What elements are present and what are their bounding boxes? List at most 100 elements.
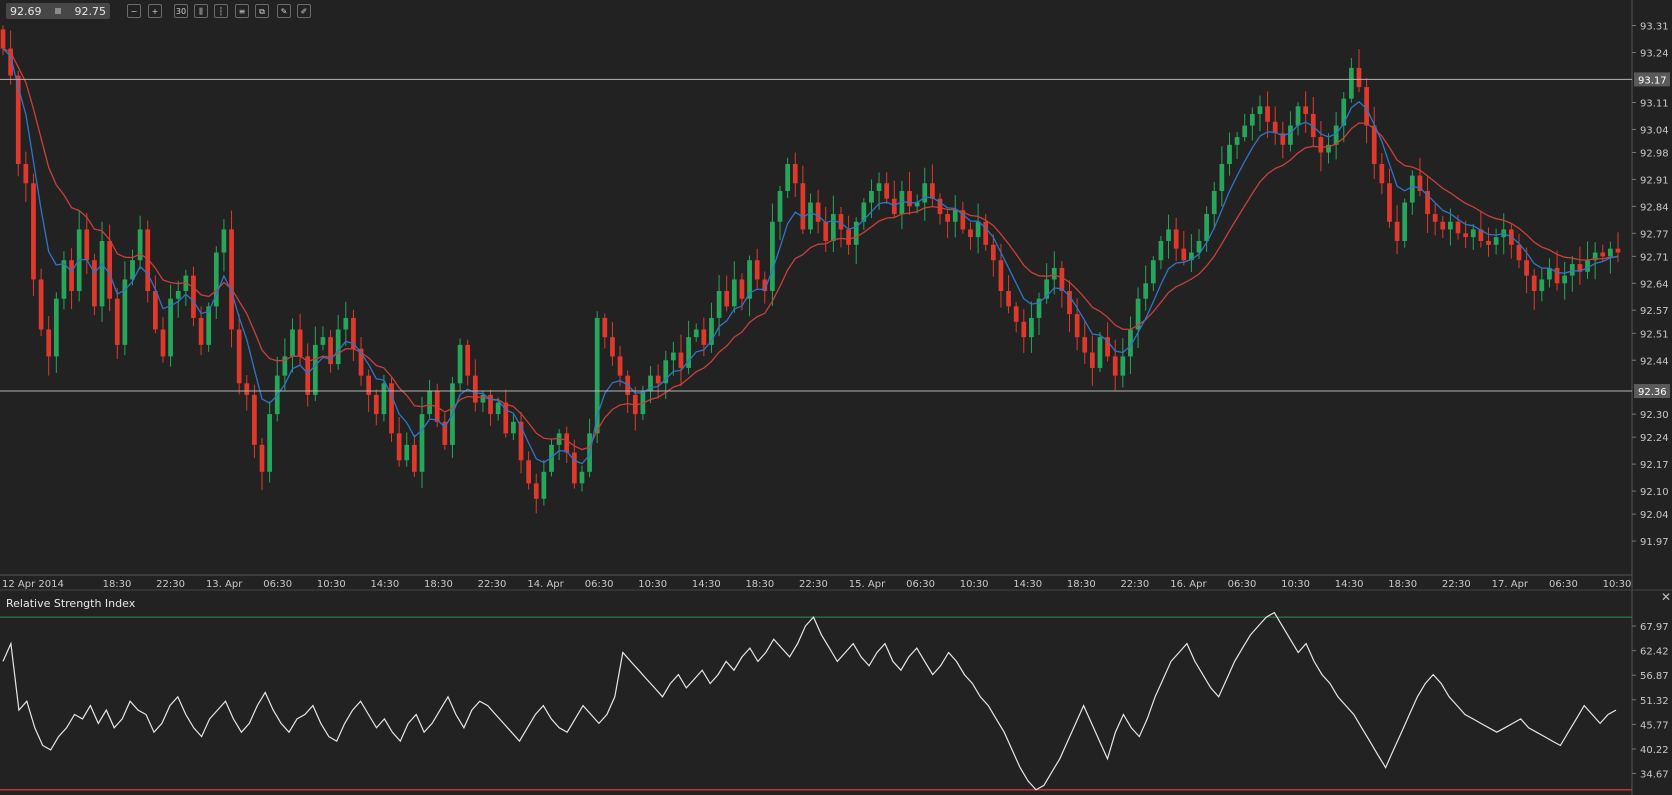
candle-body: [1608, 248, 1613, 257]
candle-body: [1524, 260, 1529, 276]
x-tick-label: 10:30: [1603, 579, 1632, 590]
candle-body: [1227, 144, 1232, 165]
candle-body: [526, 460, 531, 484]
candle-body: [1318, 137, 1324, 153]
candle-body: [1554, 267, 1560, 284]
candle-body: [1417, 175, 1423, 191]
bar-chart-icon[interactable]: ⫼: [194, 4, 208, 18]
candle-chart-icon[interactable]: ┆: [214, 4, 228, 18]
candle-body: [1196, 240, 1202, 253]
candle-body: [99, 240, 105, 307]
y-tick-label: 93.11: [1640, 98, 1669, 109]
candle-body: [739, 279, 745, 299]
candle-body: [15, 75, 21, 165]
y-tick-label: 92.77: [1640, 229, 1669, 240]
y-tick-label: 93.31: [1640, 22, 1669, 33]
copy-icon[interactable]: ⧉: [255, 4, 269, 18]
candle-body: [830, 214, 836, 241]
candle-body: [792, 164, 798, 184]
rsi-tick-label: 56.87: [1640, 671, 1669, 682]
candle-body: [709, 317, 714, 345]
zoom-out-icon[interactable]: −: [127, 4, 141, 18]
candle-body: [168, 298, 173, 357]
line-chart-icon[interactable]: ≡: [235, 4, 249, 18]
y-tick-label: 93.04: [1640, 125, 1669, 136]
candle-body: [1051, 267, 1057, 280]
candle-body: [198, 317, 204, 345]
candle-body: [229, 229, 234, 330]
candle-body: [762, 279, 768, 291]
candle-body: [137, 229, 143, 261]
candle-body: [38, 279, 44, 330]
candle-body: [1387, 183, 1392, 222]
candle-body: [244, 383, 250, 395]
candle-body: [823, 221, 829, 241]
candle-body: [1486, 240, 1491, 245]
candle-body: [808, 202, 813, 230]
draw-icon[interactable]: ✐: [297, 4, 311, 18]
candle-body: [152, 291, 158, 330]
candle-body: [1356, 67, 1362, 88]
rsi-tick-label: 45.77: [1640, 720, 1669, 731]
candle-body: [320, 337, 326, 345]
candle-body: [930, 183, 935, 199]
candle-body: [960, 210, 966, 230]
candle-body: [861, 202, 867, 222]
x-tick-label: 06:30: [263, 579, 292, 590]
y-tick-label: 92.51: [1640, 329, 1669, 340]
candle-body: [1371, 125, 1377, 165]
x-tick-label: 17. Apr: [1492, 579, 1529, 590]
candle-body: [1211, 190, 1217, 215]
candle-body: [998, 260, 1004, 291]
x-tick-label: 10:30: [317, 579, 346, 590]
candle-body: [488, 394, 493, 415]
x-tick-label: 22:30: [478, 579, 507, 590]
y-tick-label: 92.10: [1640, 487, 1669, 498]
candle-body: [389, 383, 394, 434]
candle-body: [381, 383, 387, 415]
candle-body: [366, 375, 372, 395]
candle-body: [1341, 98, 1347, 126]
zoom-in-icon[interactable]: +: [148, 4, 162, 18]
candle-body: [922, 183, 928, 203]
candle-body: [770, 221, 775, 291]
candle-body: [899, 190, 905, 215]
candle-body: [0, 29, 6, 49]
candle-body: [549, 444, 554, 472]
candle-body: [160, 329, 166, 357]
candle-body: [990, 244, 996, 261]
close-icon[interactable]: ✕: [1661, 590, 1672, 604]
candle-body: [571, 452, 577, 484]
candle-body: [419, 414, 425, 472]
rsi-tick-label: 67.97: [1640, 622, 1669, 633]
y-tick-label: 91.97: [1640, 537, 1669, 548]
x-tick-label: 14. Apr: [527, 579, 564, 590]
candle-body: [564, 433, 570, 453]
candle-body: [1257, 106, 1263, 115]
candle-body: [617, 356, 623, 376]
candle-body: [1547, 267, 1552, 280]
candle-body: [1310, 114, 1316, 138]
candle-body: [457, 344, 463, 384]
candle-body: [1448, 221, 1453, 230]
candle-body: [777, 190, 783, 222]
candle-body: [1036, 298, 1042, 318]
candle-body: [952, 210, 958, 222]
candle-body: [1044, 279, 1050, 299]
candle-body: [511, 421, 516, 434]
timeframe-button[interactable]: 30: [174, 4, 188, 18]
x-tick-label: 14:30: [1335, 579, 1364, 590]
candle-body: [259, 444, 265, 472]
candle-body: [343, 317, 349, 330]
rsi-title: Relative Strength Index: [6, 597, 136, 610]
rsi-line: [2, 611, 1617, 791]
y-tick-label: 93.24: [1640, 48, 1669, 59]
candle-body: [1539, 279, 1545, 291]
rsi-tick-label: 40.22: [1640, 745, 1669, 756]
candle-body: [693, 329, 699, 338]
edit-icon[interactable]: ✎: [277, 4, 291, 18]
x-tick-label: 14:30: [1013, 579, 1042, 590]
candle-body: [945, 214, 950, 222]
bid-ask-display[interactable]: 92.69 92.75: [6, 3, 110, 19]
